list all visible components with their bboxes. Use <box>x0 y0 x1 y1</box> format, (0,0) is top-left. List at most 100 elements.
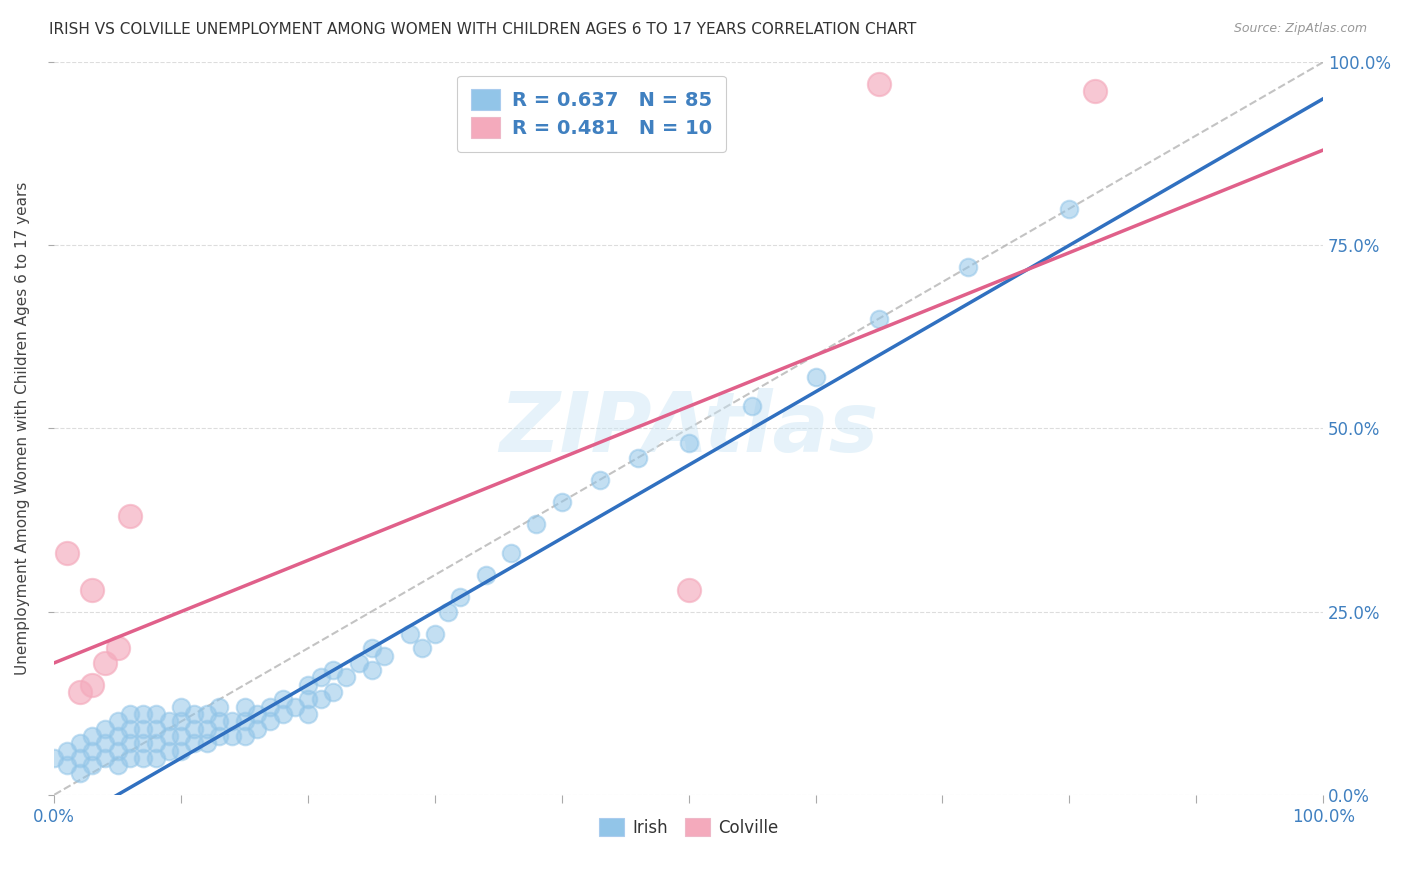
Point <box>132 707 155 722</box>
Point <box>233 729 256 743</box>
Point <box>170 699 193 714</box>
Point <box>335 671 357 685</box>
Point <box>347 656 370 670</box>
Point <box>589 473 612 487</box>
Point <box>449 590 471 604</box>
Point <box>157 744 180 758</box>
Point <box>107 729 129 743</box>
Point <box>360 663 382 677</box>
Point <box>157 729 180 743</box>
Point <box>94 722 117 736</box>
Point <box>94 736 117 750</box>
Point <box>69 685 91 699</box>
Point <box>120 722 142 736</box>
Point <box>259 699 281 714</box>
Point <box>82 729 104 743</box>
Point <box>107 744 129 758</box>
Point <box>322 663 344 677</box>
Point <box>94 656 117 670</box>
Point <box>82 758 104 772</box>
Point <box>360 641 382 656</box>
Point <box>309 671 332 685</box>
Point <box>107 758 129 772</box>
Text: Source: ZipAtlas.com: Source: ZipAtlas.com <box>1233 22 1367 36</box>
Point <box>120 736 142 750</box>
Point <box>208 729 231 743</box>
Point <box>373 648 395 663</box>
Point <box>271 692 294 706</box>
Point <box>157 714 180 729</box>
Point <box>309 692 332 706</box>
Point <box>132 736 155 750</box>
Point <box>69 765 91 780</box>
Point <box>170 729 193 743</box>
Point <box>271 707 294 722</box>
Point <box>233 714 256 729</box>
Point <box>501 546 523 560</box>
Point <box>183 722 205 736</box>
Point <box>868 77 890 91</box>
Point <box>94 751 117 765</box>
Point <box>678 582 700 597</box>
Point <box>145 722 167 736</box>
Point <box>208 714 231 729</box>
Point <box>69 736 91 750</box>
Point <box>195 722 218 736</box>
Point <box>44 751 66 765</box>
Point <box>221 714 243 729</box>
Point <box>120 509 142 524</box>
Point <box>804 370 827 384</box>
Point <box>474 568 496 582</box>
Point <box>107 641 129 656</box>
Point <box>436 605 458 619</box>
Point <box>284 699 307 714</box>
Point <box>183 736 205 750</box>
Point <box>82 744 104 758</box>
Point <box>411 641 433 656</box>
Text: IRISH VS COLVILLE UNEMPLOYMENT AMONG WOMEN WITH CHILDREN AGES 6 TO 17 YEARS CORR: IRISH VS COLVILLE UNEMPLOYMENT AMONG WOM… <box>49 22 917 37</box>
Point <box>56 758 79 772</box>
Point <box>145 707 167 722</box>
Point <box>120 751 142 765</box>
Point <box>423 626 446 640</box>
Point <box>56 546 79 560</box>
Point <box>297 707 319 722</box>
Point <box>120 707 142 722</box>
Point <box>741 400 763 414</box>
Point <box>145 751 167 765</box>
Point <box>195 736 218 750</box>
Point <box>82 678 104 692</box>
Point <box>1084 85 1107 99</box>
Point <box>69 751 91 765</box>
Point <box>956 260 979 275</box>
Point <box>170 744 193 758</box>
Point <box>195 707 218 722</box>
Point <box>233 699 256 714</box>
Point <box>297 678 319 692</box>
Point <box>132 751 155 765</box>
Text: ZIPAtlas: ZIPAtlas <box>499 388 879 469</box>
Point <box>246 722 269 736</box>
Point <box>297 692 319 706</box>
Point <box>221 729 243 743</box>
Point <box>208 699 231 714</box>
Point <box>145 736 167 750</box>
Point <box>183 707 205 722</box>
Point <box>627 450 650 465</box>
Point <box>868 311 890 326</box>
Y-axis label: Unemployment Among Women with Children Ages 6 to 17 years: Unemployment Among Women with Children A… <box>15 182 30 675</box>
Point <box>170 714 193 729</box>
Point <box>322 685 344 699</box>
Point <box>551 494 574 508</box>
Point <box>132 722 155 736</box>
Point <box>107 714 129 729</box>
Point <box>526 516 548 531</box>
Point <box>82 582 104 597</box>
Point <box>398 626 420 640</box>
Point <box>678 436 700 450</box>
Legend: Irish, Colville: Irish, Colville <box>591 810 787 845</box>
Point <box>1059 202 1081 216</box>
Point <box>56 744 79 758</box>
Point <box>259 714 281 729</box>
Point <box>246 707 269 722</box>
